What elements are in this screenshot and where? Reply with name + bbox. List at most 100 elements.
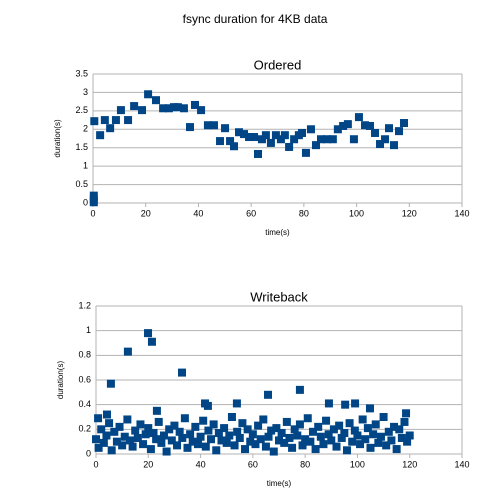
marker: [261, 131, 270, 140]
marker: [183, 443, 192, 452]
marker: [301, 435, 310, 444]
marker: [180, 414, 189, 423]
y-tick-label: 2: [83, 124, 88, 134]
marker: [343, 120, 352, 129]
marker: [128, 442, 137, 451]
marker: [201, 442, 210, 451]
marker: [342, 446, 351, 455]
marker: [226, 137, 235, 146]
marker: [162, 447, 171, 456]
marker: [301, 148, 310, 157]
marker: [353, 431, 362, 440]
marker: [314, 422, 323, 431]
marker: [233, 427, 242, 436]
marker: [191, 100, 200, 109]
marker: [159, 431, 168, 440]
x-tick-label: 100: [349, 208, 364, 218]
marker: [395, 425, 404, 434]
y-tick-label: 0: [86, 448, 91, 458]
marker: [120, 432, 129, 441]
marker: [316, 432, 325, 441]
marker: [191, 422, 200, 431]
marker: [319, 440, 328, 449]
marker: [136, 420, 145, 429]
marker: [363, 424, 372, 433]
marker: [351, 399, 360, 408]
marker: [178, 433, 187, 442]
marker: [147, 337, 156, 346]
marker: [379, 413, 388, 421]
marker: [257, 135, 266, 144]
x-tick-label: 140: [454, 459, 469, 469]
marker: [392, 445, 401, 454]
marker: [374, 438, 383, 447]
marker: [271, 131, 280, 140]
marker: [89, 191, 98, 200]
y-tick-label: 0: [83, 197, 88, 207]
marker: [227, 413, 236, 421]
marker: [277, 429, 286, 438]
marker: [204, 426, 213, 435]
marker: [115, 422, 124, 431]
marker: [280, 131, 289, 140]
marker: [280, 438, 289, 447]
marker: [221, 124, 230, 133]
marker: [337, 433, 346, 442]
marker: [395, 127, 404, 136]
marker: [203, 121, 212, 130]
marker: [256, 435, 265, 444]
marker: [250, 133, 259, 142]
marker: [230, 142, 239, 151]
marker: [216, 137, 225, 146]
marker: [220, 424, 229, 433]
marker: [384, 427, 393, 436]
x-axis-label: time(s): [267, 479, 292, 488]
marker: [207, 435, 216, 444]
y-axis-label: duration(s): [53, 119, 62, 158]
x-tick-label: 20: [141, 208, 151, 218]
marker: [152, 406, 161, 415]
marker: [303, 414, 312, 423]
marker: [261, 442, 270, 451]
marker: [306, 437, 315, 446]
marker: [311, 141, 320, 150]
marker: [335, 421, 344, 430]
marker: [328, 135, 337, 144]
marker: [144, 329, 153, 338]
marker: [199, 416, 208, 425]
marker: [327, 436, 336, 445]
marker: [276, 135, 285, 144]
marker: [100, 116, 109, 125]
marker: [323, 135, 332, 144]
marker: [102, 410, 111, 419]
marker: [94, 443, 103, 452]
marker: [397, 433, 406, 442]
y-tick-label: 0.2: [78, 424, 91, 434]
marker: [316, 135, 325, 144]
marker: [125, 436, 134, 445]
marker: [264, 432, 273, 441]
marker: [235, 128, 244, 137]
marker: [264, 390, 273, 399]
marker: [112, 437, 121, 446]
x-tick-label: 140: [454, 208, 469, 218]
marker: [290, 135, 299, 144]
x-tick-label: 120: [402, 208, 417, 218]
chart-title: Writeback: [250, 289, 308, 304]
marker: [179, 104, 188, 113]
marker: [238, 419, 247, 428]
marker: [350, 426, 359, 435]
marker: [298, 128, 307, 137]
marker: [382, 441, 391, 450]
marker: [349, 135, 358, 144]
x-axis-label: time(s): [265, 228, 290, 237]
marker: [358, 415, 367, 424]
marker: [124, 116, 133, 125]
marker: [243, 425, 252, 434]
figure-title: fsync duration for 4KB data: [183, 12, 328, 26]
marker: [94, 414, 103, 423]
marker: [138, 106, 147, 115]
y-tick-label: 1.5: [75, 142, 88, 152]
x-tick-label: 60: [246, 208, 256, 218]
marker: [178, 368, 187, 377]
